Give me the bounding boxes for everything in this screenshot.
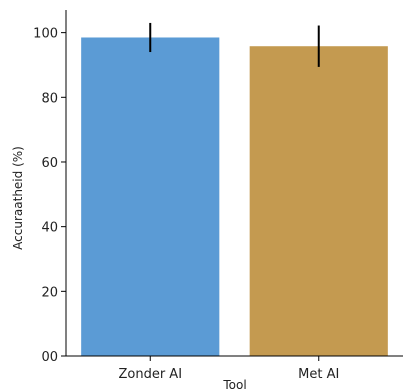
x-ticks: Zonder AI Met AI xyxy=(118,356,339,382)
y-tick-label: 60 xyxy=(41,156,58,171)
bar-2 xyxy=(249,46,388,356)
y-tick-label: 00 xyxy=(41,350,58,365)
y-tick-label: 80 xyxy=(41,91,58,106)
x-tick-label: Zonder AI xyxy=(118,367,182,382)
bar-1 xyxy=(81,37,220,356)
x-axis-title: Tool xyxy=(222,378,246,392)
error-bars-layer xyxy=(149,22,320,67)
y-ticks: 00 20 40 60 80 100 xyxy=(33,27,66,365)
y-tick-label: 20 xyxy=(41,285,58,300)
x-tick-label: Met AI xyxy=(298,367,339,382)
y-tick-label: 100 xyxy=(33,27,58,42)
y-tick-label: 40 xyxy=(41,221,58,236)
y-axis-title: Accuraatheid (%) xyxy=(11,146,25,250)
bars-layer xyxy=(81,37,388,356)
